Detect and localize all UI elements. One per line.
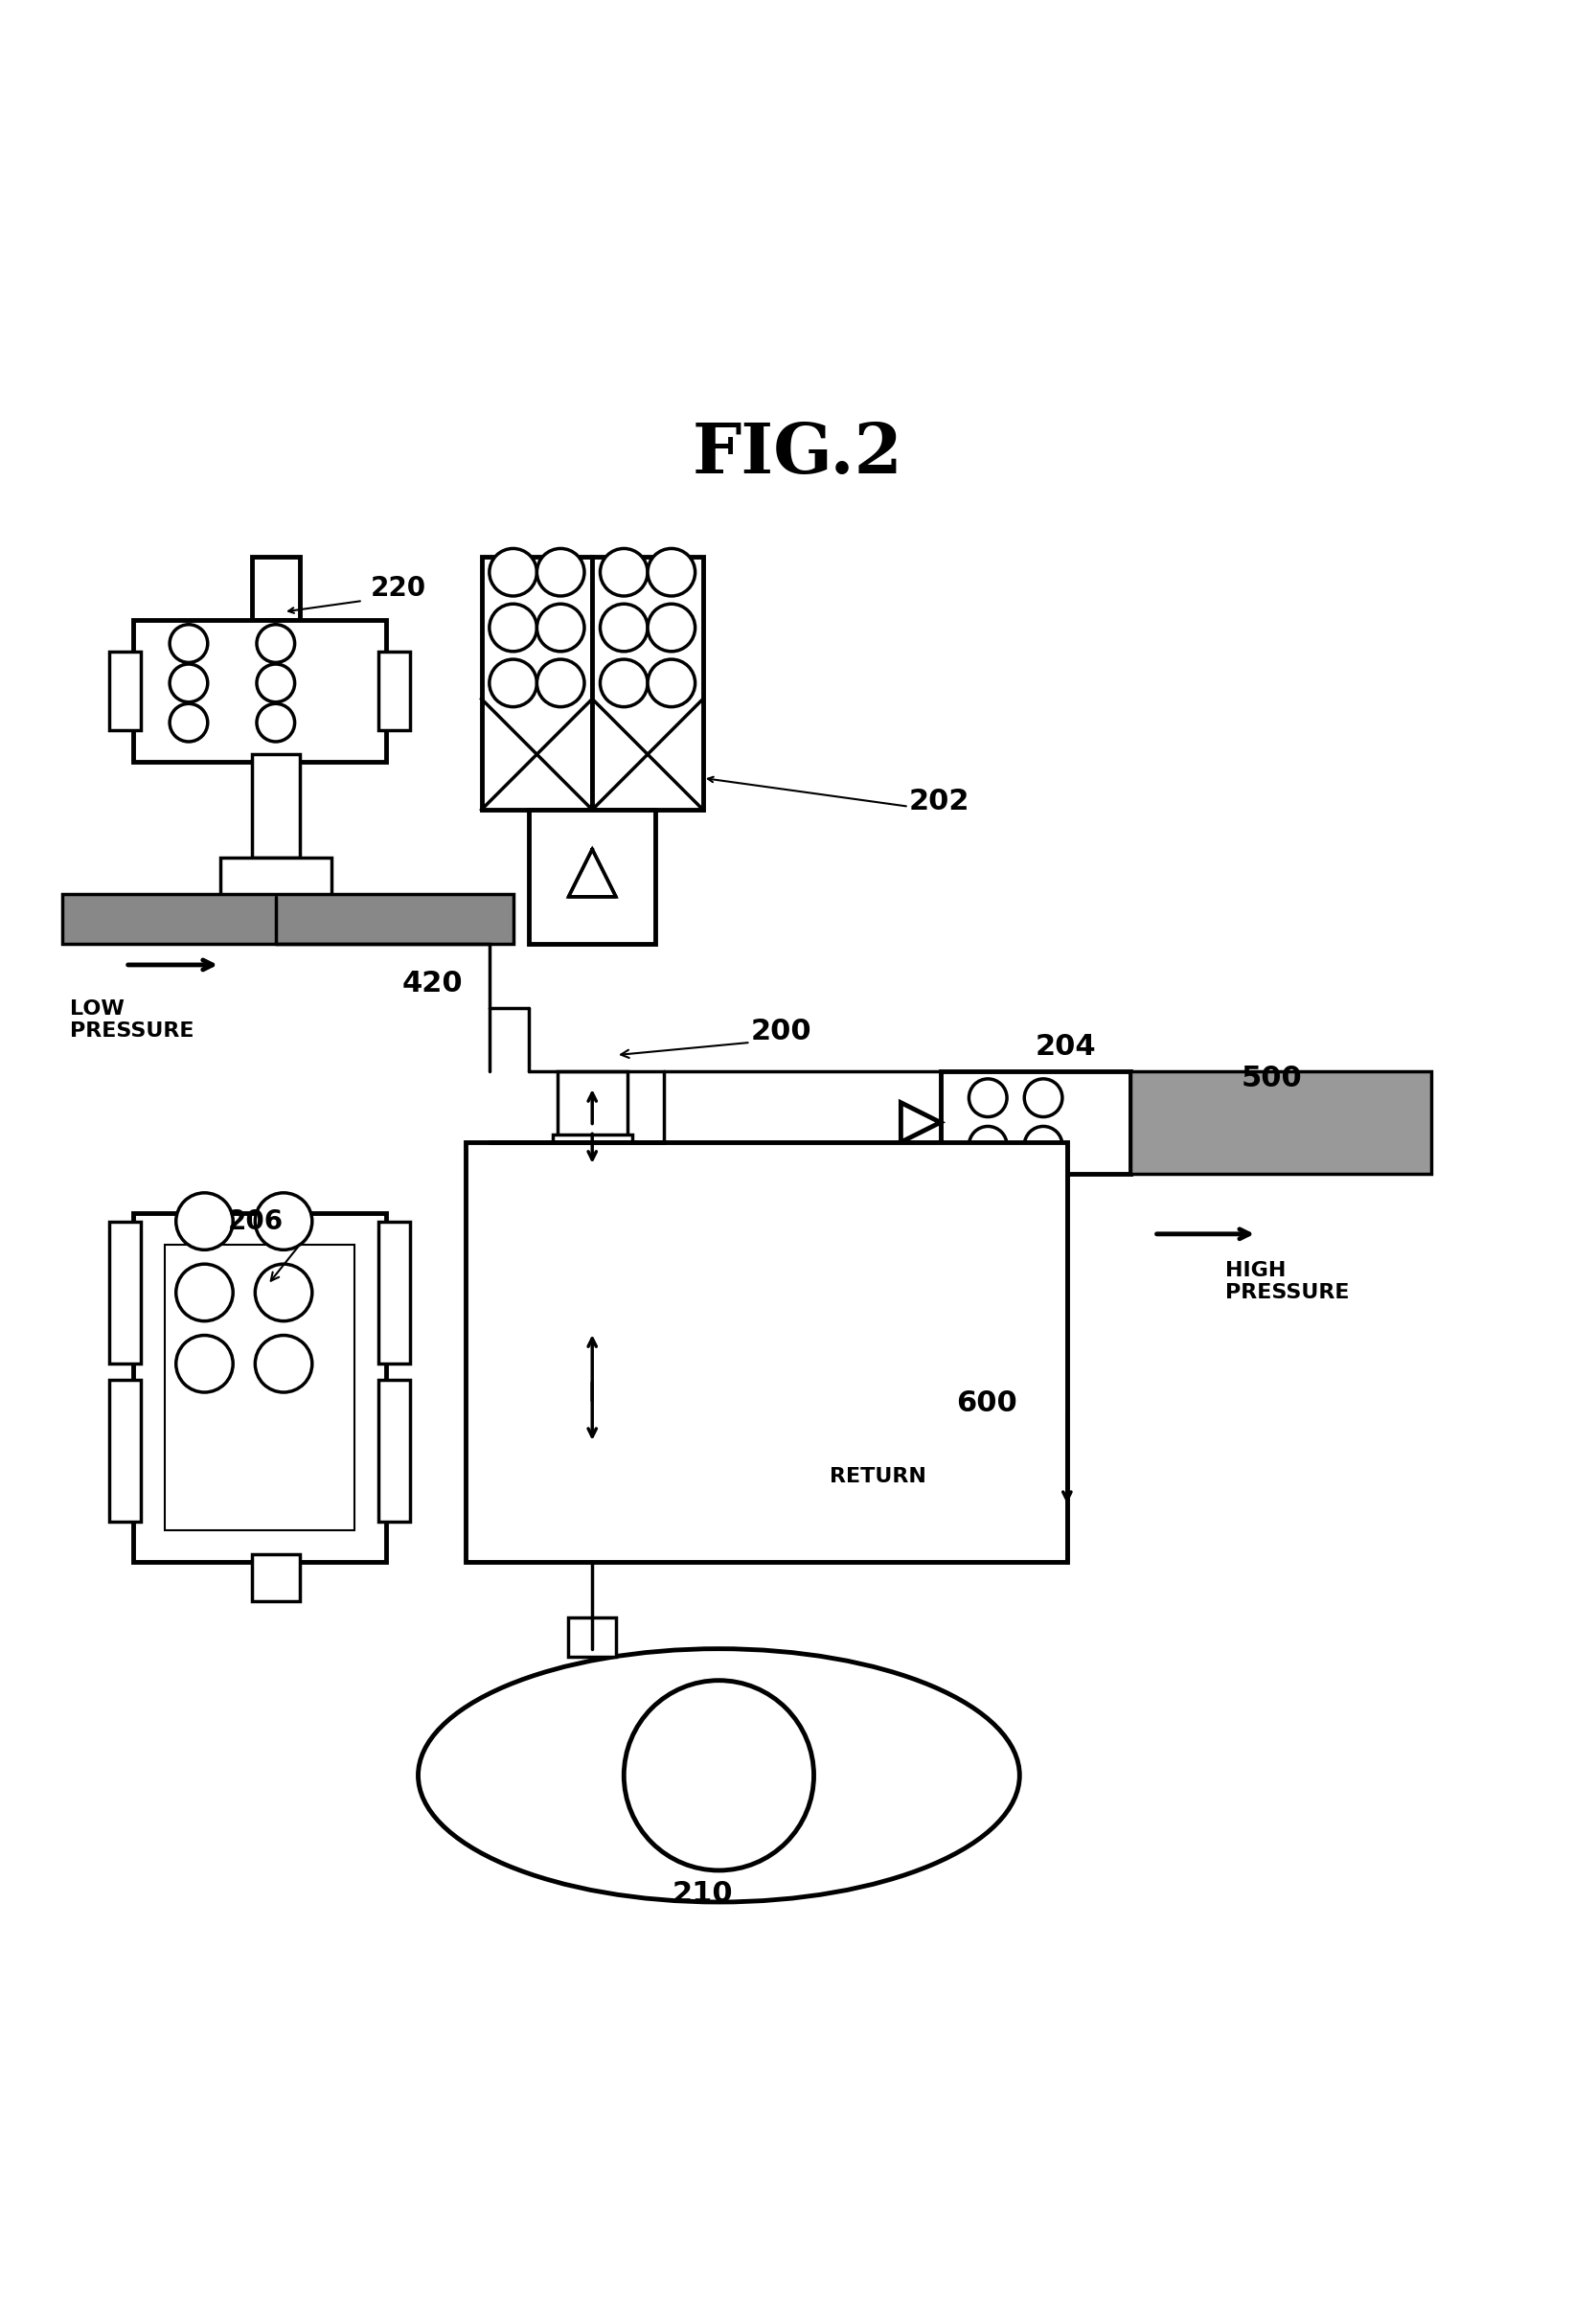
Circle shape bbox=[257, 704, 295, 741]
Circle shape bbox=[969, 1126, 1007, 1165]
Bar bbox=[482, 556, 592, 811]
Circle shape bbox=[648, 660, 696, 706]
Circle shape bbox=[624, 1681, 814, 1871]
Bar bbox=[220, 857, 330, 896]
Bar bbox=[552, 1135, 632, 1482]
Circle shape bbox=[536, 660, 584, 706]
Circle shape bbox=[255, 1193, 313, 1251]
Bar bbox=[62, 894, 514, 945]
Text: 600: 600 bbox=[956, 1390, 1017, 1417]
Bar bbox=[1130, 1070, 1432, 1174]
Bar bbox=[466, 1142, 1068, 1561]
Bar bbox=[252, 1554, 300, 1600]
Bar bbox=[134, 1214, 386, 1561]
Polygon shape bbox=[568, 850, 616, 896]
Bar bbox=[134, 621, 386, 762]
Text: LOW
PRESSURE: LOW PRESSURE bbox=[70, 1001, 195, 1042]
Bar bbox=[940, 1070, 1130, 1174]
Circle shape bbox=[176, 1193, 233, 1251]
Text: FIG.2: FIG.2 bbox=[693, 419, 903, 489]
Circle shape bbox=[169, 704, 207, 741]
Circle shape bbox=[1025, 1126, 1063, 1165]
Text: 500: 500 bbox=[1242, 1065, 1302, 1093]
Circle shape bbox=[536, 549, 584, 595]
Circle shape bbox=[257, 625, 295, 662]
Circle shape bbox=[257, 665, 295, 702]
Bar bbox=[252, 755, 300, 857]
Polygon shape bbox=[900, 1102, 940, 1142]
Text: 206: 206 bbox=[228, 1209, 284, 1234]
Bar bbox=[592, 556, 704, 811]
Circle shape bbox=[648, 604, 696, 651]
Text: HIGH
PRESSURE: HIGH PRESSURE bbox=[1226, 1260, 1349, 1302]
Bar bbox=[252, 556, 300, 621]
Bar bbox=[557, 1070, 627, 1142]
Text: 420: 420 bbox=[402, 970, 463, 998]
Text: RETURN: RETURN bbox=[830, 1468, 926, 1487]
Ellipse shape bbox=[418, 1649, 1020, 1901]
Circle shape bbox=[255, 1336, 313, 1392]
Bar bbox=[62, 894, 514, 945]
Bar bbox=[568, 1315, 616, 1443]
Bar bbox=[378, 1221, 410, 1364]
Text: 200: 200 bbox=[750, 1017, 811, 1045]
Circle shape bbox=[490, 660, 536, 706]
Bar bbox=[164, 1246, 354, 1531]
Bar bbox=[378, 651, 410, 730]
Circle shape bbox=[176, 1265, 233, 1320]
Bar bbox=[110, 1221, 140, 1364]
Text: 220: 220 bbox=[370, 574, 426, 602]
Bar bbox=[568, 1617, 616, 1656]
Bar bbox=[378, 1380, 410, 1522]
Text: 204: 204 bbox=[1036, 1033, 1096, 1061]
Circle shape bbox=[600, 604, 648, 651]
Bar bbox=[110, 651, 140, 730]
Bar bbox=[528, 811, 656, 945]
Circle shape bbox=[1025, 1079, 1063, 1116]
Circle shape bbox=[169, 665, 207, 702]
Circle shape bbox=[255, 1265, 313, 1320]
Text: 210: 210 bbox=[672, 1881, 734, 1908]
Circle shape bbox=[600, 549, 648, 595]
Text: 202: 202 bbox=[908, 787, 970, 815]
Bar bbox=[1130, 1070, 1432, 1174]
Circle shape bbox=[536, 604, 584, 651]
Circle shape bbox=[969, 1079, 1007, 1116]
Circle shape bbox=[169, 625, 207, 662]
Circle shape bbox=[490, 549, 536, 595]
Circle shape bbox=[490, 604, 536, 651]
Circle shape bbox=[648, 549, 696, 595]
Circle shape bbox=[600, 660, 648, 706]
Bar bbox=[110, 1380, 140, 1522]
Circle shape bbox=[176, 1336, 233, 1392]
